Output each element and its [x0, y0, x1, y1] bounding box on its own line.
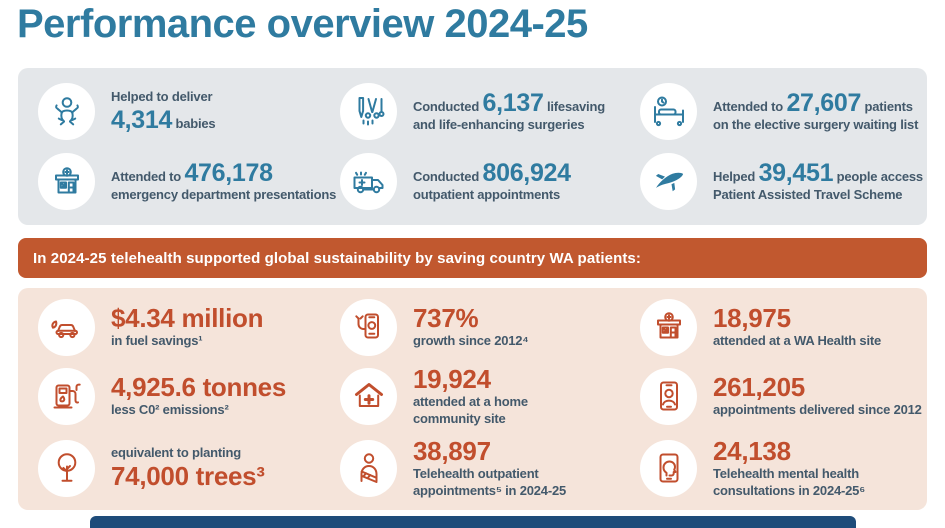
- stat-value: 737%: [413, 303, 479, 334]
- stat-pre: Helped to deliver: [111, 88, 213, 104]
- fuel-pump-icon: [38, 367, 95, 425]
- stat-pre: Conducted: [413, 169, 483, 185]
- surgical-instruments-icon: [340, 82, 397, 140]
- stat-value: 4,314: [111, 105, 173, 134]
- outpatient-person-icon: [340, 439, 397, 497]
- stat-value: 19,924: [413, 363, 491, 394]
- stat-value: 39,451: [758, 159, 834, 188]
- stat-value: 27,607: [786, 88, 862, 117]
- telehealth-panel: $4.34 million in fuel savings¹ 737% grow…: [18, 288, 927, 510]
- stat-label: less C0² emissions²: [111, 402, 229, 418]
- mental-health-head-icon: [640, 439, 697, 497]
- stat-elective-surgery: Attended to 27,607 patients on the elect…: [640, 82, 923, 140]
- tree-icon: [38, 439, 95, 497]
- stat-fuel-savings: $4.34 million in fuel savings¹: [38, 298, 340, 356]
- stat-babies: Helped to deliver 4,314 babies: [38, 82, 340, 140]
- page-title: Performance overview 2024-25: [17, 2, 588, 46]
- health-site-building-icon: [640, 298, 697, 356]
- stat-value: $4.34 million: [111, 303, 264, 334]
- stat-label: growth since 2012⁴: [413, 333, 529, 349]
- stat-value: 6,137: [482, 88, 544, 117]
- stat-value: 74,000 trees³: [111, 460, 265, 491]
- overview-panel: Helped to deliver 4,314 babies Conducted…: [18, 68, 927, 225]
- stat-home-community: 19,924 attended at a home community site: [340, 363, 640, 428]
- stat-value: 38,897: [413, 435, 491, 466]
- stat-telehealth-outpatient: 38,897 Telehealth outpatient appointment…: [340, 435, 640, 500]
- stat-post: people access: [833, 169, 923, 185]
- stat-pre: Helped: [713, 169, 759, 185]
- stat-label: attended at a home community site: [413, 393, 528, 426]
- stat-outpatient: Conducted 806,924 outpatient appointment…: [340, 153, 640, 211]
- home-cross-icon: [340, 367, 397, 425]
- stat-pre: Attended to: [713, 98, 787, 114]
- stat-label: in fuel savings¹: [111, 333, 203, 349]
- stat-label: Telehealth outpatient appointments⁵ in 2…: [413, 465, 567, 498]
- phone-stethoscope-icon: [340, 298, 397, 356]
- stat-line2: on the elective surgery waiting list: [713, 116, 919, 132]
- stat-post: babies: [172, 115, 216, 131]
- stat-appointments-since-2012: 261,205 appointments delivered since 201…: [640, 367, 923, 425]
- stat-value: 24,138: [713, 435, 791, 466]
- stat-line2: Patient Assisted Travel Scheme: [713, 187, 903, 203]
- stat-label: equivalent to planting: [111, 445, 241, 461]
- stat-emergency: Attended to 476,178 emergency department…: [38, 153, 340, 211]
- telehealth-banner: In 2024-25 telehealth supported global s…: [18, 238, 927, 278]
- stat-label: Telehealth mental health consultations i…: [713, 465, 865, 498]
- ambulance-icon: [340, 153, 397, 211]
- stat-line2: and life-enhancing surgeries: [413, 116, 585, 132]
- tablet-person-icon: [640, 367, 697, 425]
- stat-value: 476,178: [184, 159, 273, 188]
- stat-line2: emergency department presentations: [111, 187, 337, 203]
- stat-label: appointments delivered since 2012: [713, 402, 922, 418]
- emergency-department-building-icon: [38, 153, 95, 211]
- airplane-icon: [640, 153, 697, 211]
- stat-trees: equivalent to planting 74,000 trees³: [38, 439, 340, 497]
- next-section-bar: [90, 516, 856, 528]
- stat-value: 18,975: [713, 303, 791, 334]
- stat-pre: Conducted: [413, 98, 483, 114]
- baby-icon: [38, 82, 95, 140]
- stat-growth: 737% growth since 2012⁴: [340, 298, 640, 356]
- stat-value: 806,924: [482, 159, 572, 188]
- stat-surgeries: Conducted 6,137 lifesaving and life-enha…: [340, 82, 640, 140]
- stat-patient-travel: Helped 39,451 people access Patient Assi…: [640, 153, 923, 211]
- stat-label: attended at a WA Health site: [713, 333, 882, 349]
- stat-value: 261,205: [713, 372, 805, 403]
- stat-mental-health: 24,138 Telehealth mental health consulta…: [640, 435, 923, 500]
- stat-post: patients: [861, 98, 913, 114]
- stat-emissions: 4,925.6 tonnes less C0² emissions²: [38, 367, 340, 425]
- stat-post: lifesaving: [543, 98, 605, 114]
- stat-value: 4,925.6 tonnes: [111, 372, 286, 403]
- car-icon: [38, 298, 95, 356]
- hospital-bed-icon: [640, 82, 697, 140]
- stat-line2: outpatient appointments: [413, 187, 561, 203]
- stat-wa-health-site: 18,975 attended at a WA Health site: [640, 298, 923, 356]
- banner-text: In 2024-25 telehealth supported global s…: [33, 249, 641, 267]
- stat-pre: Attended to: [111, 169, 185, 185]
